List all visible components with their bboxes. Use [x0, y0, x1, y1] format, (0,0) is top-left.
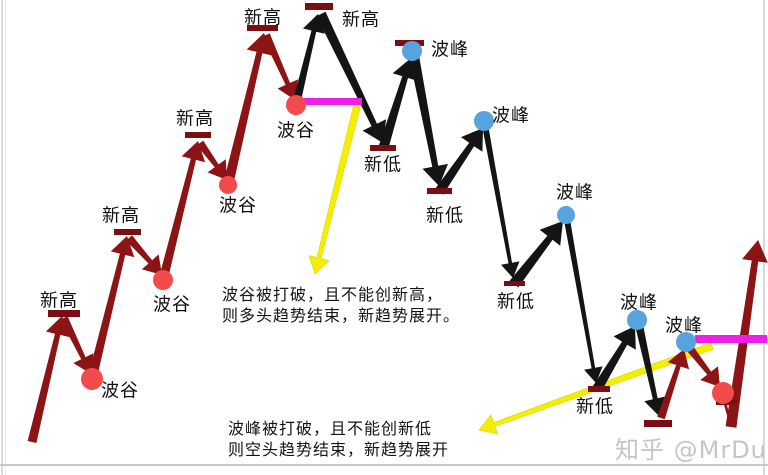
maroon-wave-arrow: [725, 240, 768, 428]
trough-dot-red: [286, 95, 306, 115]
trough-dot-red: [712, 382, 734, 404]
black-wave-arrow: [564, 219, 603, 383]
annotation-line: 波峰被打破，且不能创新低: [228, 419, 433, 438]
pivot-bar: [644, 420, 672, 427]
maroon-wave-arrow: [262, 33, 299, 100]
node-label-new-low: 新低: [497, 292, 535, 313]
peak-dot-blue: [676, 332, 696, 352]
annotation-peak-broken: 波峰被打破，且不能创新低 则空头趋势结束，新趋势展开: [228, 418, 449, 460]
annotation-line: 则空头趋势结束，新趋势展开: [228, 440, 450, 459]
trough-dot-red: [81, 368, 103, 390]
peak-dot-blue: [557, 206, 575, 224]
node-label-new-low: 新低: [364, 155, 402, 176]
node-label-peak: 波峰: [620, 293, 658, 314]
maroon-wave-arrow: [158, 141, 206, 282]
left-border-line: [1, 0, 3, 475]
node-label-peak: 波峰: [665, 316, 703, 337]
trough-dot-red: [153, 270, 173, 290]
maroon-wave-arrow: [223, 33, 272, 187]
left-border-line: [5, 0, 6, 475]
maroon-wave-arrow: [27, 316, 70, 443]
peak-dot-blue: [474, 111, 494, 131]
pivot-bar: [185, 132, 211, 138]
pivot-bar: [427, 188, 452, 194]
black-wave-arrow: [635, 324, 667, 416]
node-label-new-high: 新高: [102, 206, 140, 227]
black-wave-arrow: [434, 128, 483, 195]
black-wave-arrow: [292, 14, 325, 106]
bottom-border-line: [0, 464, 768, 466]
node-label-peak: 波峰: [431, 40, 469, 61]
node-label-trough: 波谷: [277, 121, 315, 142]
node-label-new-high: 新高: [342, 10, 380, 31]
annotation-trough-broken: 波谷被打破，且不能创新高， 则多头趋势结束，新趋势展开。: [222, 284, 460, 326]
node-label-trough: 波谷: [153, 295, 191, 316]
right-border-line: [763, 0, 765, 475]
node-label-new-low: 新低: [426, 206, 464, 227]
node-label-peak: 波峰: [556, 183, 594, 204]
black-wave-arrow: [378, 58, 418, 151]
node-label-new-high: 新高: [244, 8, 282, 29]
black-wave-arrow: [316, 11, 387, 143]
pivot-bar: [114, 229, 141, 235]
node-label-new-high: 新高: [40, 291, 78, 312]
peak-dot-blue: [627, 310, 647, 330]
black-wave-arrow: [592, 326, 636, 392]
maroon-wave-arrow: [684, 343, 720, 387]
pivot-bar: [588, 386, 610, 392]
peak-dot-blue: [402, 41, 422, 61]
black-wave-arrow: [409, 55, 448, 186]
maroon-wave-arrow: [657, 349, 690, 420]
maroon-wave-arrow: [126, 235, 162, 275]
pivot-bar: [48, 310, 80, 317]
node-label-trough: 波谷: [101, 381, 139, 402]
pivot-bar: [305, 3, 333, 10]
yellow-annotation-arrow: [308, 104, 361, 275]
maroon-wave-arrow: [196, 140, 227, 180]
pivot-bar: [247, 25, 278, 31]
black-wave-arrow: [482, 124, 520, 278]
node-label-new-low: 新低: [576, 397, 614, 418]
maroon-wave-arrow: [87, 236, 135, 381]
maroon-wave-arrow: [60, 316, 94, 374]
black-wave-arrow: [509, 221, 563, 288]
annotation-line: 则多头趋势结束，新趋势展开。: [222, 306, 461, 325]
magenta-level-line: [695, 335, 767, 343]
magenta-level-line: [294, 98, 362, 105]
pivot-bar: [504, 281, 525, 286]
node-label-peak: 波峰: [492, 106, 530, 127]
pivot-bar: [370, 145, 396, 151]
trough-dot-red: [219, 176, 237, 194]
node-label-new-high: 新高: [176, 109, 214, 130]
watermark-text: 知乎 @MrDu: [615, 436, 767, 464]
node-label-trough: 波谷: [219, 196, 257, 217]
annotation-line: 波谷被打破，且不能创新高，: [222, 285, 444, 304]
